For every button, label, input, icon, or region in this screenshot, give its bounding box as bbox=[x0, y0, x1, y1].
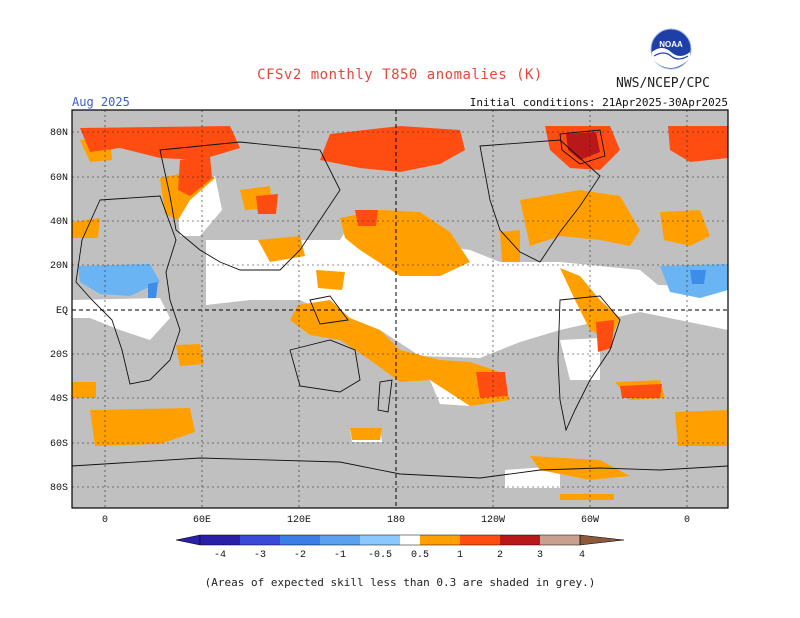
moderate-cool-anomaly-areas bbox=[148, 270, 706, 298]
colorbar-swatch bbox=[280, 535, 320, 545]
colorbar-label: 1 bbox=[457, 550, 463, 561]
lat-label: 40N bbox=[50, 217, 68, 228]
longitude-labels: 0 60E 120E 180 120W 60W 0 bbox=[102, 515, 690, 526]
lat-label: 80N bbox=[50, 128, 68, 139]
lat-label: 60N bbox=[50, 173, 68, 184]
colorbar-label: 4 bbox=[579, 550, 585, 561]
colorbar-label: -0.5 bbox=[368, 550, 392, 561]
colorbar-label: 3 bbox=[537, 550, 543, 561]
gridlines bbox=[72, 110, 728, 508]
lat-label: 80S bbox=[50, 483, 68, 494]
map-panel: 80N 60N 40N 20N EQ 20S 40S 60S 80S 0 60E… bbox=[50, 109, 729, 526]
reference-lines bbox=[72, 110, 728, 508]
lat-label: 20N bbox=[50, 261, 68, 272]
colorbar-label: -4 bbox=[214, 550, 226, 561]
colorbar-label: 0.5 bbox=[411, 550, 429, 561]
colorbar-swatch bbox=[200, 535, 240, 545]
colorbar-arrow-right bbox=[579, 534, 625, 546]
colorbar-label: -2 bbox=[294, 550, 306, 561]
forecast-month: Aug 2025 bbox=[72, 95, 130, 109]
colorbar: -4 -3 -2 -1 -0.5 0.5 1 2 3 4 bbox=[175, 534, 625, 561]
lat-label: 20S bbox=[50, 350, 68, 361]
colorbar-swatch bbox=[460, 535, 500, 545]
colorbar-swatch bbox=[540, 535, 580, 545]
initial-conditions: Initial conditions: 21Apr2025-30Apr2025 bbox=[469, 96, 728, 109]
skill-note: (Areas of expected skill less than 0.3 a… bbox=[204, 576, 596, 589]
colorbar-label: -1 bbox=[334, 550, 346, 561]
colorbar-swatch bbox=[400, 535, 420, 545]
logo-text: NOAA bbox=[659, 40, 683, 49]
map-frame bbox=[71, 109, 729, 509]
colorbar-swatch bbox=[240, 535, 280, 545]
latitude-labels: 80N 60N 40N 20N EQ 20S 40S 60S 80S bbox=[50, 128, 68, 494]
colorbar-swatch bbox=[420, 535, 460, 545]
lon-label: 120W bbox=[481, 515, 505, 526]
colorbar-swatch bbox=[500, 535, 540, 545]
lat-label: 40S bbox=[50, 394, 68, 405]
colorbar-arrow-left bbox=[175, 534, 201, 546]
lon-label: 0 bbox=[684, 515, 690, 526]
colorbar-label: -3 bbox=[254, 550, 266, 561]
lon-label: 120E bbox=[287, 515, 311, 526]
colorbar-swatch bbox=[360, 535, 400, 545]
lon-label: 0 bbox=[102, 515, 108, 526]
colorbar-swatch bbox=[320, 535, 360, 545]
lon-label: 60E bbox=[193, 515, 211, 526]
lat-label: EQ bbox=[56, 306, 68, 317]
noaa-logo-icon: NOAA bbox=[650, 28, 692, 70]
coastlines bbox=[71, 129, 729, 479]
map-title: CFSv2 monthly T850 anomalies (K) bbox=[257, 67, 543, 83]
colorbar-frame bbox=[199, 534, 581, 546]
lon-label: 180 bbox=[387, 515, 405, 526]
agency-label: NWS/NCEP/CPC bbox=[616, 76, 710, 91]
colorbar-label: 2 bbox=[497, 550, 503, 561]
lon-label: 60W bbox=[581, 515, 599, 526]
lat-label: 60S bbox=[50, 439, 68, 450]
